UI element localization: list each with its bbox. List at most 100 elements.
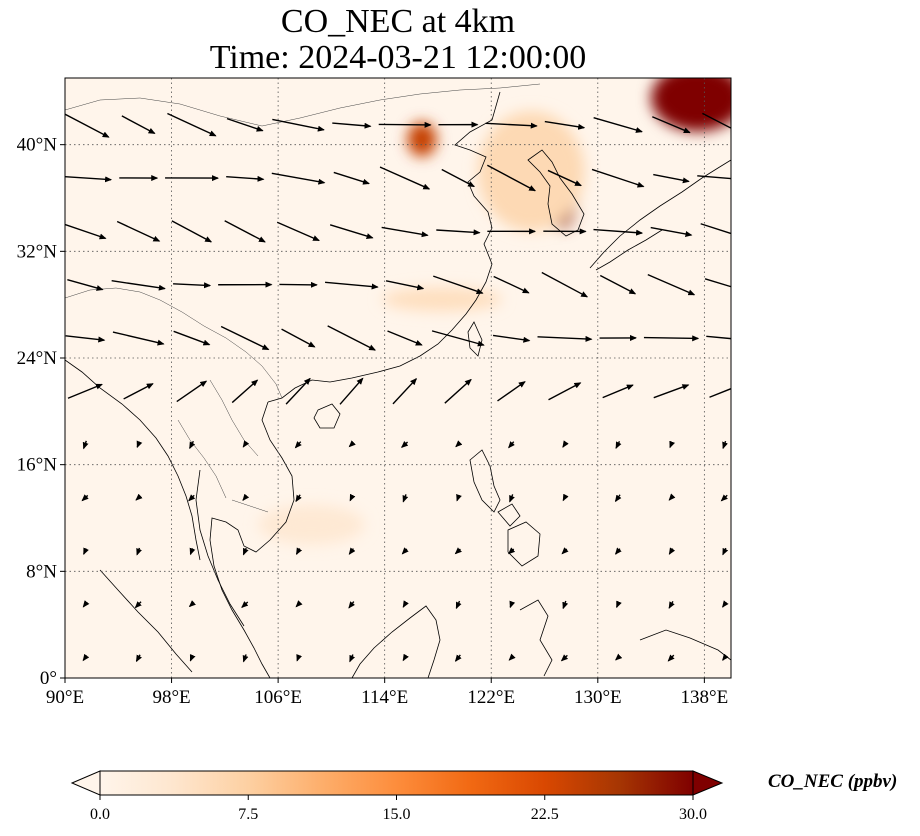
- wind-arrow: [121, 115, 156, 135]
- coastline-malay-peninsula: [195, 469, 245, 627]
- wind-arrow: [562, 493, 569, 502]
- colorbar-tick-label: 15.0: [383, 806, 411, 823]
- wind-arrow: [242, 547, 249, 556]
- coastline-china: [267, 91, 501, 403]
- coastline-korea: [527, 149, 585, 237]
- wind-arrow: [560, 654, 569, 662]
- concentration-hotspot-6: [477, 111, 585, 232]
- lat-tick-label: 0°: [40, 668, 57, 689]
- concentration-hotspot-4: [382, 287, 502, 312]
- wind-arrow: [697, 175, 731, 180]
- wind-arrow: [486, 164, 537, 192]
- wind-arrow: [348, 547, 356, 555]
- wind-arrow: [455, 600, 462, 610]
- wind-arrow: [271, 172, 326, 185]
- wind-arrow: [83, 547, 89, 556]
- wind-arrow: [652, 116, 691, 134]
- wind-arrow: [653, 384, 690, 399]
- wind-arrow: [722, 600, 729, 608]
- concentration-hotspot-3: [407, 121, 437, 157]
- wind-arrow: [325, 281, 379, 290]
- wind-arrow: [65, 223, 107, 240]
- longitude-axis: 90°E 98°E 106°E 114°E 122°E 130°E 138°E: [46, 678, 728, 708]
- wind-arrow: [189, 547, 196, 556]
- coastline-taiwan: [467, 321, 483, 357]
- wind-arrow: [647, 273, 696, 296]
- wind-arrow: [123, 383, 154, 400]
- wind-arrow: [381, 226, 429, 238]
- lat-tick-label: 16°N: [17, 455, 58, 476]
- wind-arrow: [650, 226, 693, 237]
- wind-arrow: [493, 275, 530, 294]
- wind-arrow: [709, 387, 731, 398]
- coastline-luzon: [469, 449, 501, 513]
- wind-arrow: [593, 228, 644, 236]
- wind-arrow: [700, 223, 731, 235]
- colorbar-max-extend: [692, 770, 724, 796]
- wind-arrow: [456, 493, 462, 502]
- border-thailand: [177, 419, 227, 499]
- wind-arrow: [135, 654, 142, 663]
- wind-arrow: [509, 600, 516, 609]
- coastline-japan: [589, 159, 731, 269]
- wind-arrow: [241, 601, 249, 609]
- wind-arrow: [441, 168, 476, 188]
- wind-arrow: [272, 118, 325, 132]
- wind-arrow: [431, 330, 485, 347]
- wind-arrow: [339, 377, 364, 405]
- wind-arrow: [82, 600, 90, 608]
- wind-arrow: [188, 494, 196, 502]
- wind-arrow: [226, 175, 265, 182]
- wind-arrow: [616, 600, 622, 609]
- wind-arrow: [454, 547, 462, 555]
- wind-arrow: [385, 280, 425, 291]
- lon-tick-label: 98°E: [152, 687, 190, 708]
- wind-arrow: [599, 274, 637, 295]
- wind-arrow: [668, 547, 676, 555]
- wind-arrow: [81, 494, 89, 502]
- map-background: [65, 78, 731, 678]
- colorbar-tick-label: 22.5: [531, 806, 559, 823]
- lat-tick-label: 32°N: [17, 241, 58, 262]
- lat-tick-label: 24°N: [17, 348, 58, 369]
- wind-arrow: [242, 654, 249, 663]
- wind-arrow: [67, 383, 103, 399]
- wind-arrow: [602, 384, 634, 399]
- coastline-japan-south: [595, 229, 663, 271]
- coastlines: [65, 91, 731, 678]
- wind-arrow: [65, 335, 106, 343]
- wind-arrow: [173, 282, 212, 289]
- wind-arrow: [507, 547, 516, 555]
- border-vietnam-cambodia: [231, 499, 269, 513]
- concentration-hotspot-0: [651, 78, 731, 132]
- wind-arrow: [285, 377, 311, 405]
- wind-arrow: [296, 654, 302, 662]
- wind-arrow: [706, 335, 731, 340]
- coastline-papua: [639, 629, 731, 661]
- wind-arrow: [401, 441, 409, 448]
- wind-arrow: [392, 378, 418, 405]
- concentration-hotspot-5: [258, 504, 365, 545]
- wind-vectors: [65, 112, 731, 663]
- wind-arrow: [668, 493, 676, 501]
- wind-arrow: [433, 275, 484, 295]
- colorbar-tick-label: 0.0: [90, 806, 110, 823]
- colorbar-label: CO_NEC (ppbv): [768, 771, 898, 792]
- wind-arrow: [722, 653, 729, 661]
- wind-arrow: [65, 176, 113, 183]
- wind-arrow: [669, 440, 675, 449]
- wind-arrow: [82, 440, 89, 450]
- wind-arrow: [544, 120, 586, 130]
- wind-arrow: [591, 168, 645, 188]
- lon-tick-label: 122°E: [467, 687, 515, 708]
- wind-arrow: [387, 330, 423, 346]
- wind-arrow: [593, 117, 643, 133]
- wind-arrow: [667, 654, 675, 662]
- lon-tick-label: 138°E: [681, 687, 729, 708]
- wind-arrow: [136, 440, 143, 449]
- wind-arrow: [509, 494, 515, 503]
- wind-arrow: [497, 381, 526, 402]
- wind-arrow: [281, 328, 316, 348]
- coastline-indochina: [209, 401, 295, 678]
